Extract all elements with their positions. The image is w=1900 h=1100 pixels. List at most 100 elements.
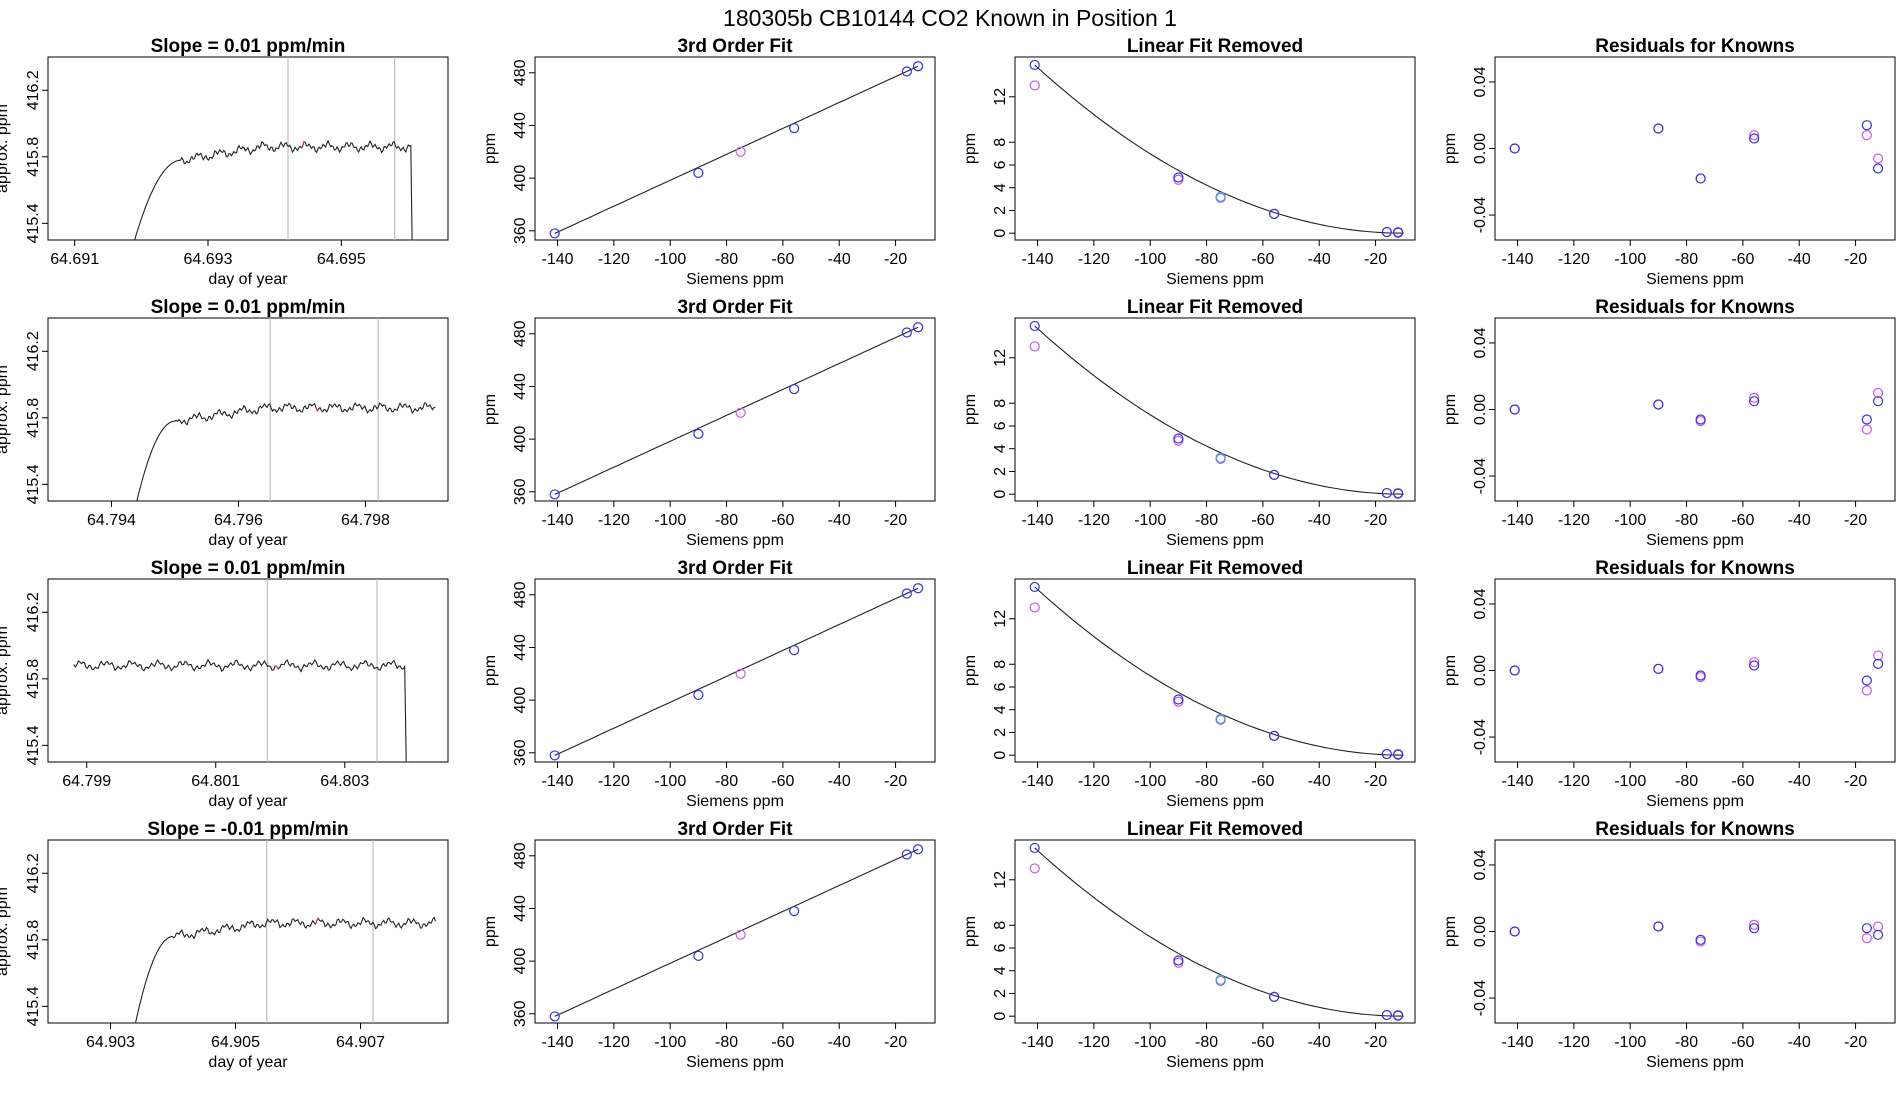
x-axis-tick-label: -20 xyxy=(1844,1034,1867,1051)
y-axis-tick-label: 0 xyxy=(992,751,1009,760)
known-point xyxy=(789,122,800,134)
panel-title: 3rd Order Fit xyxy=(677,558,793,579)
x-axis-tick-label: -40 xyxy=(1308,1034,1331,1051)
x-axis-tick-label: -60 xyxy=(1251,773,1274,790)
x-axis-tick-label: -20 xyxy=(884,251,907,268)
panel-r1-c1: Slope = 0.01 ppm/min 415.4 415.8 416.2 64.69… xyxy=(0,36,449,288)
x-axis-tick-label: -60 xyxy=(1251,251,1274,268)
y-axis-tick-label: 480 xyxy=(512,320,529,347)
y-axis-tick-label: 416.2 xyxy=(25,70,42,110)
plot-frame xyxy=(47,839,449,1024)
y-axis-tick-label: 416.2 xyxy=(25,331,42,371)
x-axis-tick-label: -40 xyxy=(828,251,851,268)
panel-title: 3rd Order Fit xyxy=(677,36,793,57)
x-axis-tick-label: -80 xyxy=(715,512,738,529)
panel-r3-c3: Linear Fit Removed 0 2 4 6 8 12 -140 -120 -100 -80… xyxy=(962,558,1416,810)
point-magenta xyxy=(1173,696,1184,707)
y-axis-tick-label: 4 xyxy=(992,444,1009,453)
highlight-segment xyxy=(275,665,279,670)
x-axis-tick-label: -80 xyxy=(715,251,738,268)
x-axis-tick-label: -140 xyxy=(1022,251,1054,268)
highlight-segment xyxy=(314,918,319,925)
point-blue xyxy=(1695,670,1706,681)
x-axis-tick-label: -60 xyxy=(1731,512,1754,529)
point-blue xyxy=(1215,713,1226,724)
point-blue xyxy=(1653,123,1664,134)
x-axis-label: Siemens ppm xyxy=(686,793,784,810)
x-axis-label: Siemens ppm xyxy=(686,1054,784,1071)
panel-r2-c3: Linear Fit Removed 0 2 4 6 8 12 -140 -120 -100 -80… xyxy=(962,297,1416,549)
x-axis-tick-label: -60 xyxy=(1731,1034,1754,1051)
plot-frame xyxy=(1494,839,1896,1024)
y-axis-tick-label: 2 xyxy=(992,728,1009,737)
x-axis-tick-label: -80 xyxy=(715,1034,738,1051)
y-axis-label: ppm xyxy=(1442,133,1459,164)
x-axis-label: Siemens ppm xyxy=(1166,1054,1264,1071)
y-axis-tick-label: 0 xyxy=(992,1012,1009,1021)
y-axis-tick-label: 440 xyxy=(512,112,529,139)
y-axis-label: ppm xyxy=(1442,655,1459,686)
x-axis-tick-label: -100 xyxy=(1134,251,1166,268)
point-blue xyxy=(1861,414,1872,425)
point-blue xyxy=(1381,748,1392,760)
panel-title: Linear Fit Removed xyxy=(1127,297,1303,318)
y-axis-tick-label: 440 xyxy=(512,895,529,922)
point-blue xyxy=(1861,923,1872,934)
known-point xyxy=(549,1011,560,1022)
y-axis-label: ppm xyxy=(962,655,979,686)
x-axis-tick-label: -20 xyxy=(1364,773,1387,790)
x-axis-tick-label: -80 xyxy=(715,773,738,790)
panel-title: 3rd Order Fit xyxy=(677,819,793,840)
x-axis-tick-label: -100 xyxy=(1614,773,1646,790)
point-blue xyxy=(1653,663,1664,674)
known-point xyxy=(735,146,746,157)
plot-frame xyxy=(534,839,936,1024)
x-axis-tick-label: -40 xyxy=(1788,1034,1811,1051)
y-axis-tick-label: 480 xyxy=(512,842,529,869)
y-axis-tick-label: 415.4 xyxy=(25,725,42,765)
y-axis-tick-label: 416.2 xyxy=(25,853,42,893)
point-blue xyxy=(1861,675,1872,686)
panel-r4-c1: Slope = -0.01 ppm/min 415.4 415.8 416.2 64.9… xyxy=(0,819,449,1071)
y-axis-tick-label: 360 xyxy=(512,217,529,244)
point-blue xyxy=(1173,955,1184,966)
known-point xyxy=(901,849,912,860)
known-point xyxy=(789,383,800,395)
y-axis-tick-label: 0 xyxy=(992,229,1009,238)
x-axis-tick-label: -80 xyxy=(1675,512,1698,529)
x-axis-tick-label: -120 xyxy=(1558,251,1590,268)
y-axis-tick-label: 4 xyxy=(992,966,1009,975)
x-axis-tick-label: -60 xyxy=(1251,512,1274,529)
point-blue xyxy=(1173,433,1184,444)
y-axis-label: ppm xyxy=(482,655,499,686)
x-axis-label: Siemens ppm xyxy=(1646,1054,1744,1071)
x-axis-tick-label: -140 xyxy=(542,773,574,790)
y-axis-tick-label: 8 xyxy=(992,660,1009,669)
x-axis-label: day of year xyxy=(208,793,288,810)
point-blue xyxy=(1173,694,1184,705)
point-blue xyxy=(1269,208,1280,219)
point-blue xyxy=(1872,929,1884,940)
x-axis-label: day of year xyxy=(208,1054,288,1071)
known-point xyxy=(693,428,704,439)
known-point xyxy=(912,583,924,594)
point-blue xyxy=(1215,191,1226,202)
point-blue xyxy=(1392,488,1404,499)
known-point xyxy=(789,644,800,656)
y-axis-tick-label: 415.4 xyxy=(25,464,42,504)
known-point xyxy=(693,689,704,700)
point-blue xyxy=(1269,469,1280,480)
x-axis-label: day of year xyxy=(208,271,288,288)
x-axis-label: Siemens ppm xyxy=(686,532,784,549)
point-magenta xyxy=(1872,650,1884,661)
known-point xyxy=(912,844,924,855)
x-axis-tick-label: 64.803 xyxy=(320,773,369,790)
point-blue xyxy=(1872,163,1884,174)
plot-frame xyxy=(534,56,936,241)
point-magenta xyxy=(1173,957,1184,968)
plot-frame xyxy=(1014,56,1416,241)
x-axis-tick-label: -100 xyxy=(1134,1034,1166,1051)
panel-title: 3rd Order Fit xyxy=(677,297,793,318)
point-magenta xyxy=(1872,921,1884,932)
y-axis-tick-label: 4 xyxy=(992,183,1009,192)
